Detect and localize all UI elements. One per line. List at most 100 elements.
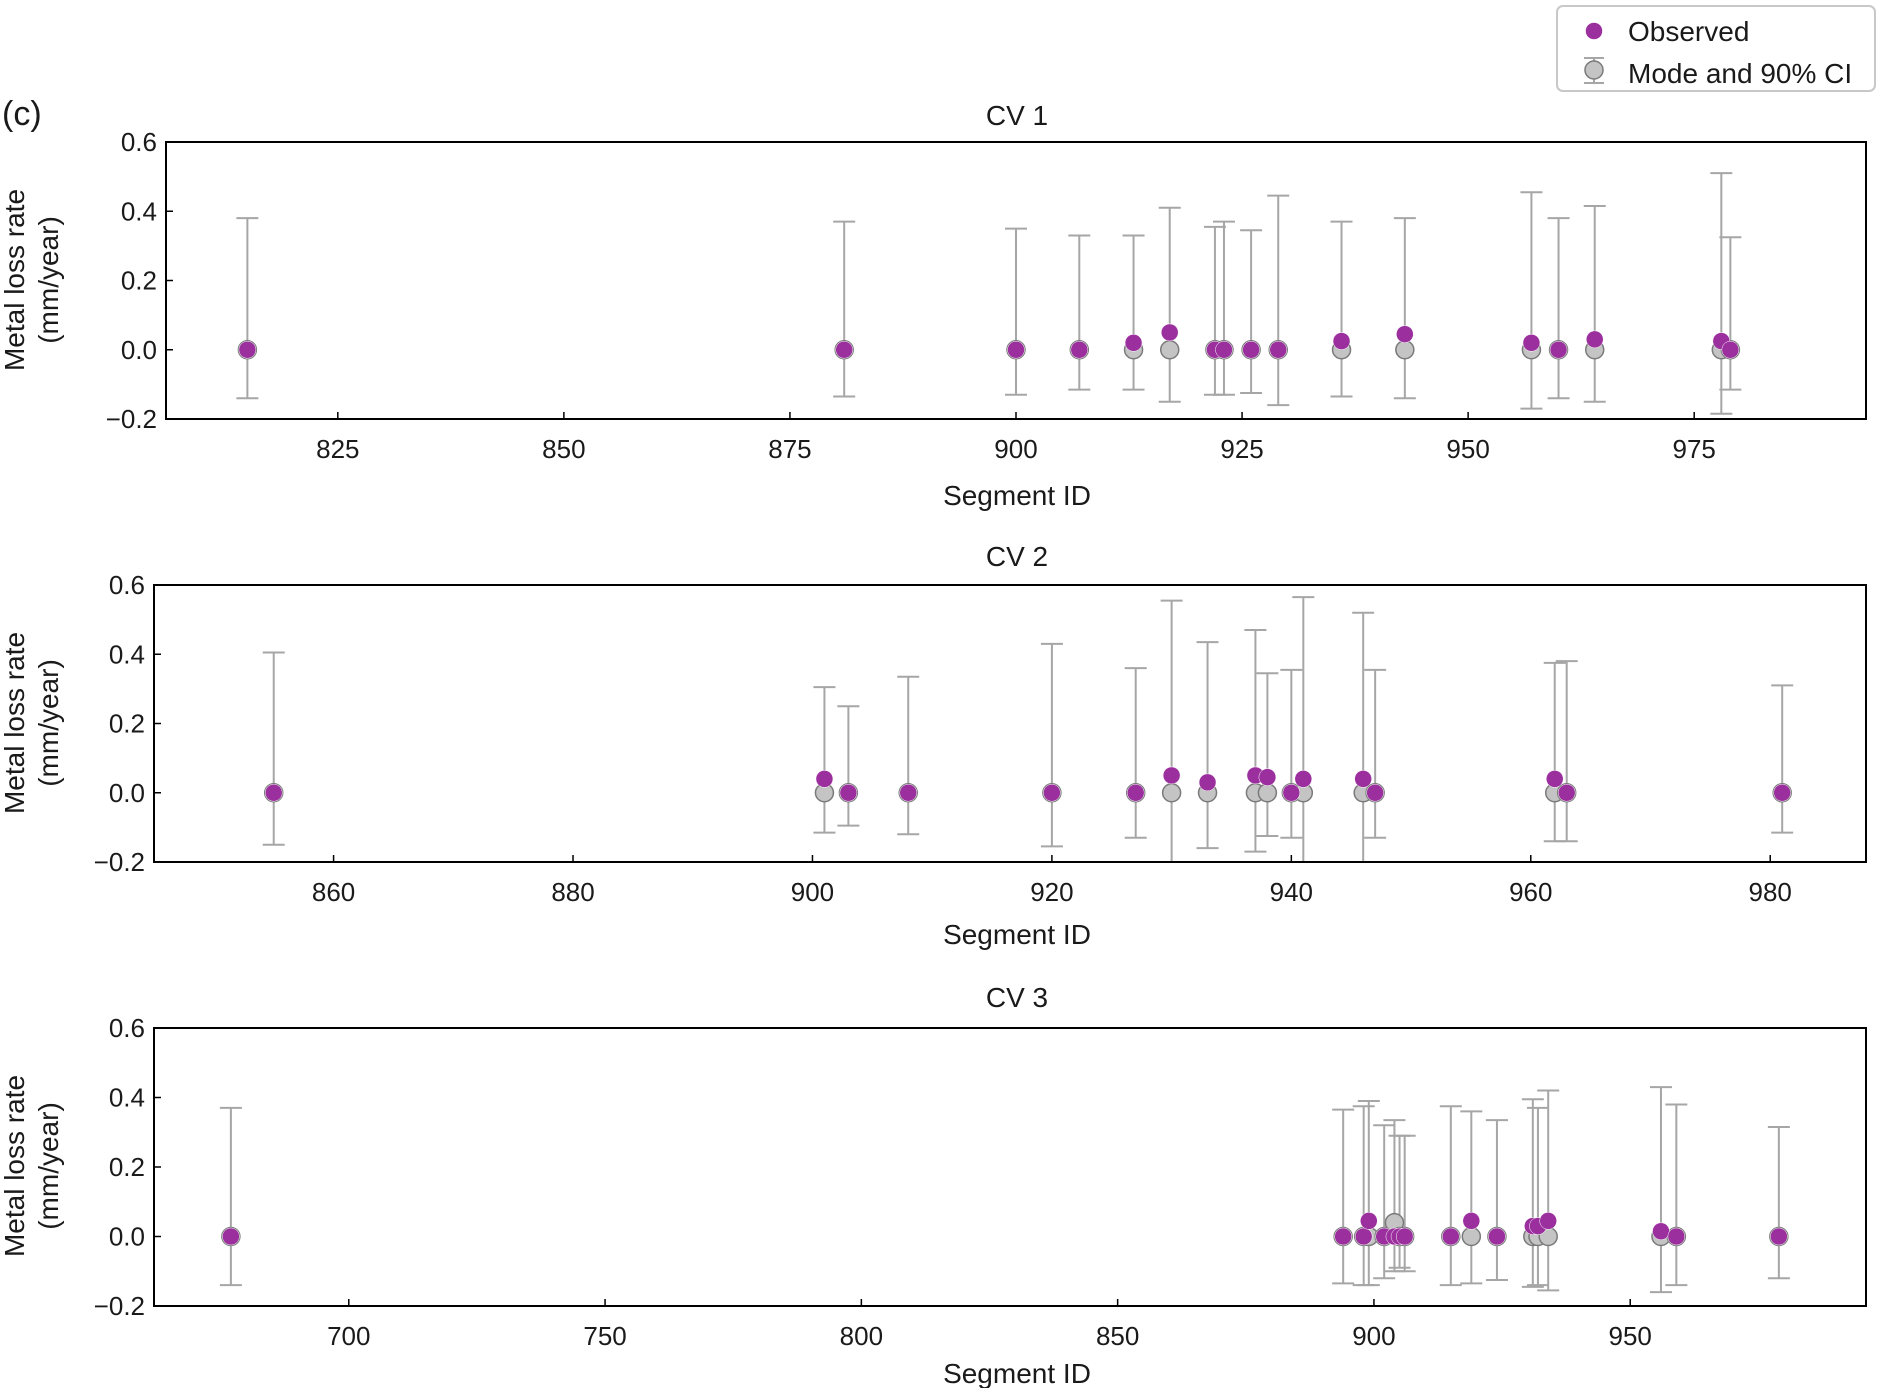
y-tick-label: −0.2	[94, 1291, 145, 1321]
y-tick-label: 0.0	[121, 335, 157, 365]
x-axis-label: Segment ID	[943, 919, 1091, 950]
observed-marker	[835, 341, 853, 359]
observed-marker	[1652, 1222, 1670, 1241]
x-tick-label: 875	[768, 434, 811, 464]
observed-marker	[1294, 770, 1313, 788]
y-tick-label: 0.4	[109, 1083, 145, 1113]
observed-marker	[1354, 1227, 1373, 1246]
observed-marker	[1395, 1227, 1414, 1246]
observed-marker	[1354, 770, 1372, 788]
x-tick-label: 900	[1352, 1321, 1395, 1351]
panel-label: (c)	[2, 95, 42, 133]
plot-frame	[153, 1027, 1867, 1307]
mode-marker	[1161, 783, 1182, 803]
observed-marker	[1442, 1227, 1460, 1246]
y-tick-label: 0.6	[109, 570, 145, 600]
x-tick-label: 825	[316, 434, 359, 464]
observed-marker	[899, 784, 917, 802]
observed-marker	[1043, 784, 1061, 802]
y-axis-label-line2: (mm/year)	[33, 216, 64, 344]
observed-marker	[815, 770, 834, 788]
mode-marker	[1461, 1226, 1482, 1247]
legend-observed-label: Observed	[1628, 16, 1749, 47]
x-tick-label: 960	[1509, 877, 1552, 907]
y-tick-label: 0.4	[109, 639, 145, 669]
observed-marker	[1488, 1227, 1506, 1246]
y-axis-label-line2: (mm/year)	[33, 659, 64, 787]
legend-frame	[1556, 5, 1876, 92]
x-tick-label: 880	[551, 877, 594, 907]
y-tick-label: 0.4	[121, 196, 157, 226]
y-tick-label: 0.2	[109, 1152, 145, 1182]
observed-marker	[1366, 784, 1384, 802]
mode-marker	[1257, 783, 1278, 803]
observed-marker	[1585, 330, 1604, 349]
observed-marker	[1462, 1212, 1481, 1230]
observed-marker	[1770, 1227, 1788, 1246]
y-tick-label: −0.2	[94, 847, 145, 877]
observed-marker	[1162, 766, 1181, 785]
observed-marker	[1557, 784, 1576, 802]
y-axis-label-line1: Metal loss rate	[0, 1075, 30, 1257]
y-tick-label: −0.2	[106, 404, 157, 434]
observed-marker	[1667, 1227, 1686, 1246]
y-tick-label: 0.2	[109, 709, 145, 739]
x-tick-label: 850	[1096, 1321, 1139, 1351]
observed-marker	[1721, 341, 1740, 359]
observed-marker	[1242, 341, 1260, 359]
subplot-cv1: CV 1 Segment ID Metal loss rate (mm/year…	[0, 100, 1867, 511]
y-tick-label: 0.0	[109, 1222, 145, 1252]
observed-marker	[1360, 1212, 1378, 1230]
observed-marker	[1522, 334, 1541, 352]
observed-marker	[1545, 770, 1564, 788]
observed-marker	[1269, 341, 1287, 359]
observed-marker	[222, 1227, 240, 1246]
x-tick-label: 980	[1749, 877, 1792, 907]
x-tick-label: 900	[791, 877, 834, 907]
observed-marker	[839, 784, 858, 802]
subplot-title: CV 1	[986, 100, 1048, 131]
x-tick-label: 800	[840, 1321, 883, 1351]
observed-marker	[1007, 341, 1025, 359]
observed-marker	[1332, 332, 1351, 350]
y-tick-label: 0.2	[121, 266, 157, 296]
x-tick-label: 860	[312, 877, 355, 907]
observed-marker	[1215, 341, 1233, 359]
observed-marker	[1539, 1212, 1557, 1230]
y-tick-label: 0.6	[121, 127, 157, 157]
subplot-cv3: CV 3 Segment ID Metal loss rate (mm/year…	[0, 982, 1867, 1388]
observed-marker	[1126, 784, 1145, 802]
x-axis-label: Segment ID	[943, 480, 1091, 511]
x-tick-label: 750	[583, 1321, 626, 1351]
subplot-cv2: CV 2 Segment ID Metal loss rate (mm/year…	[0, 541, 1867, 950]
mode-marker	[1395, 340, 1415, 360]
observed-marker	[1334, 1227, 1352, 1246]
x-axis-label: Segment ID	[943, 1358, 1091, 1388]
x-tick-label: 700	[327, 1321, 370, 1351]
legend: Observed Mode and 90% CI	[1556, 5, 1876, 92]
legend-mode-marker	[1584, 60, 1604, 80]
y-axis-label-line2: (mm/year)	[33, 1102, 64, 1230]
mode-marker	[1159, 340, 1180, 360]
observed-marker	[264, 784, 283, 802]
observed-marker	[1396, 325, 1414, 343]
x-tick-label: 920	[1030, 877, 1073, 907]
plot-frame	[153, 584, 1867, 863]
y-axis-label-line1: Metal loss rate	[0, 632, 30, 814]
x-tick-label: 950	[1609, 1321, 1652, 1351]
subplot-title: CV 2	[986, 541, 1048, 572]
observed-marker	[1258, 768, 1277, 786]
observed-marker	[1070, 341, 1089, 359]
x-tick-label: 900	[994, 434, 1037, 464]
y-tick-label: 0.0	[109, 778, 145, 808]
legend-observed-marker	[1585, 22, 1603, 40]
observed-marker	[1773, 784, 1791, 802]
x-tick-label: 975	[1672, 434, 1715, 464]
plot-frame	[165, 141, 1867, 420]
observed-marker	[1160, 323, 1179, 342]
x-tick-label: 925	[1220, 434, 1263, 464]
x-tick-label: 940	[1270, 877, 1313, 907]
x-tick-label: 950	[1446, 434, 1489, 464]
observed-marker	[238, 341, 257, 359]
